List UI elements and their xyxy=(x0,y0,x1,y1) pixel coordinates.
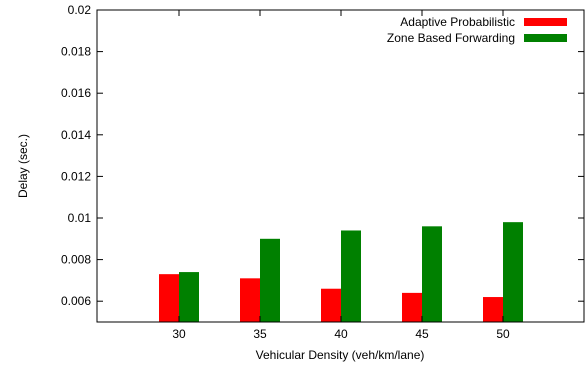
x-axis-label: Vehicular Density (veh/km/lane) xyxy=(256,348,425,362)
y-tick-label: 0.006 xyxy=(61,294,91,308)
y-tick-label: 0.008 xyxy=(61,253,91,267)
y-tick-label: 0.016 xyxy=(61,86,91,100)
bar-zone-based-forwarding xyxy=(179,272,199,322)
legend: Adaptive Probabilistic Zone Based Forward… xyxy=(387,15,567,45)
x-tick-label: 35 xyxy=(253,327,267,341)
y-tick-label: 0.02 xyxy=(68,3,92,17)
y-tick-label: 0.012 xyxy=(61,169,91,183)
bar-zone-based-forwarding xyxy=(341,230,361,322)
x-tick-label: 40 xyxy=(334,327,348,341)
legend-swatch xyxy=(524,18,567,26)
y-axis-label: Delay (sec.) xyxy=(16,134,30,198)
y-tick-label: 0.018 xyxy=(61,45,91,59)
x-axis: 30 35 40 45 50 xyxy=(172,10,510,341)
bar-zone-based-forwarding xyxy=(422,226,442,322)
bar-zone-based-forwarding xyxy=(260,238,280,322)
y-tick-label: 0.014 xyxy=(61,128,91,142)
bars-layer xyxy=(159,222,523,322)
legend-swatch xyxy=(524,34,567,42)
bar-adaptive-probabilistic xyxy=(240,278,260,322)
legend-label: Zone Based Forwarding xyxy=(387,31,515,45)
bar-adaptive-probabilistic xyxy=(483,297,503,322)
y-tick-label: 0.01 xyxy=(68,211,92,225)
legend-label: Adaptive Probabilistic xyxy=(400,15,515,29)
bar-adaptive-probabilistic xyxy=(321,288,341,322)
y-axis: 0.006 0.008 0.01 0.012 0.014 0.016 0.018 0.02 xyxy=(61,3,584,308)
bar-adaptive-probabilistic xyxy=(402,292,422,322)
x-tick-label: 50 xyxy=(496,327,510,341)
bar-adaptive-probabilistic xyxy=(159,274,179,322)
x-tick-label: 45 xyxy=(415,327,429,341)
bar-zone-based-forwarding xyxy=(503,222,523,322)
x-tick-label: 30 xyxy=(172,327,186,341)
